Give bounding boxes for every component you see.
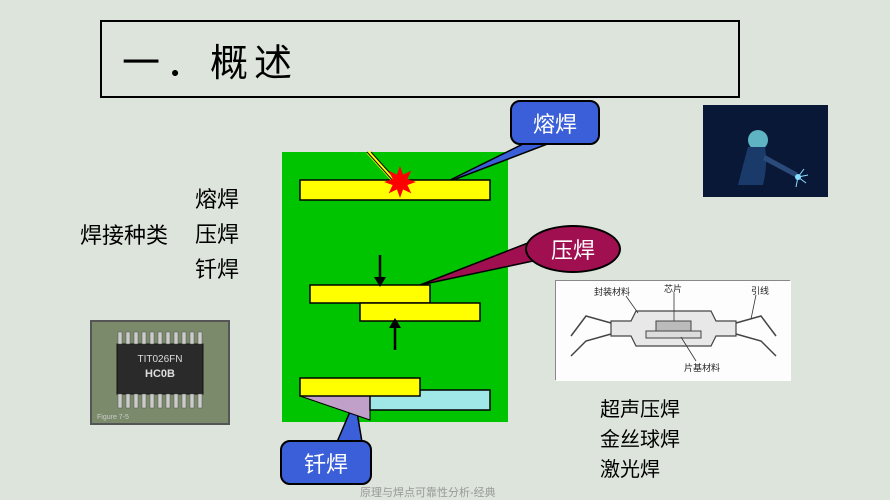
method-list-item: 超声压焊 (600, 395, 680, 425)
footer-text: 原理与焊点可靠性分析-经典 (360, 484, 496, 500)
brazing-callout: 钎焊 (280, 440, 372, 485)
method-list-item: 金丝球焊 (600, 425, 680, 455)
chip-label-top: TIT026FN (137, 354, 182, 365)
type-list-item: 熔焊 (195, 182, 239, 217)
chip-label-bottom: HC0B (145, 368, 175, 380)
svg-text:片基材料: 片基材料 (684, 362, 720, 373)
chip-image: TIT026FN HC0B Figure 7-5 (90, 320, 230, 425)
brazing-callout-label: 钎焊 (304, 447, 348, 479)
pressure-callout-label: 压焊 (551, 233, 595, 265)
svg-text:芯片: 芯片 (664, 283, 682, 294)
fusion-callout-label: 熔焊 (533, 107, 577, 139)
type-list: 熔焊压焊钎焊 (195, 182, 239, 287)
svg-text:Figure 7-5: Figure 7-5 (97, 414, 129, 421)
type-list-item: 钎焊 (195, 252, 239, 287)
fusion-callout: 熔焊 (510, 100, 600, 145)
svg-text:封装材料: 封装材料 (594, 286, 630, 297)
type-category-label: 焊接种类 (80, 218, 168, 250)
pressure-callout: 压焊 (525, 225, 621, 273)
method-list-item: 激光焊 (600, 455, 680, 485)
page-title: 一．概述 (122, 32, 298, 87)
title-box: 一．概述 (100, 20, 740, 98)
type-list-item: 压焊 (195, 217, 239, 252)
svg-text:引线: 引线 (751, 285, 769, 296)
package-image: 封装材料 芯片 引线 片基材料 (555, 280, 790, 380)
welder-image (703, 105, 828, 197)
method-list: 超声压焊金丝球焊激光焊 (600, 395, 680, 485)
diagram-panel (282, 152, 508, 422)
